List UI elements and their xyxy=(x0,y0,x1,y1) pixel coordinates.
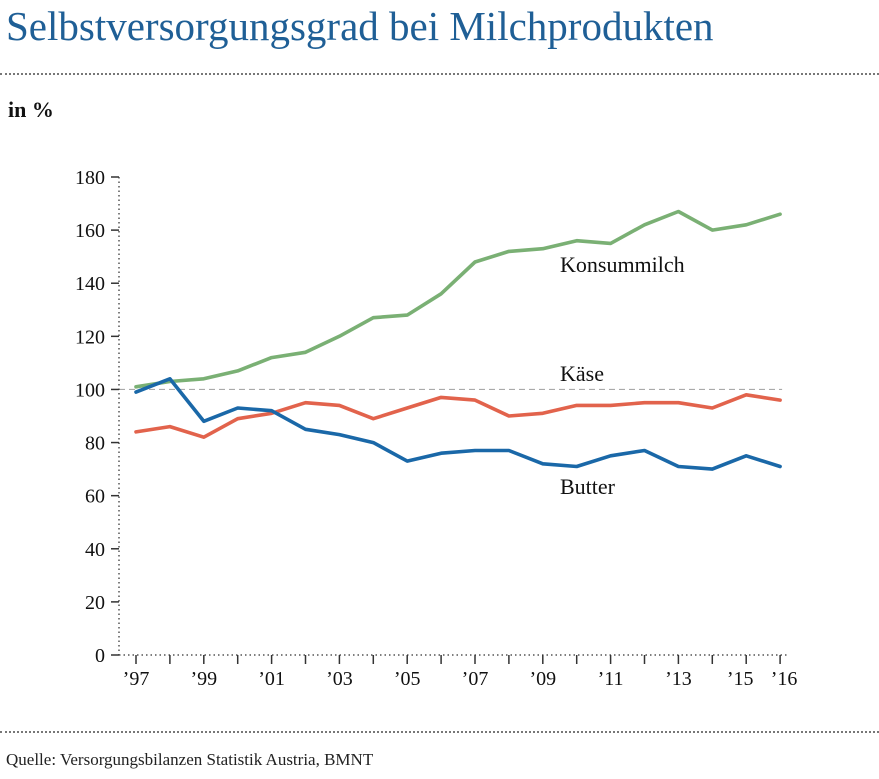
y-tick-label: 40 xyxy=(85,539,105,561)
x-tick-label: ’05 xyxy=(394,668,421,690)
x-tick-label: ’16 xyxy=(771,668,798,690)
series-label-kaese: Käse xyxy=(560,361,604,386)
y-tick-label: 180 xyxy=(75,167,105,189)
y-tick-label: 20 xyxy=(85,592,105,614)
x-tick-label: ’13 xyxy=(665,668,692,690)
series-label-butter: Butter xyxy=(560,474,616,499)
series-line-konsummilch xyxy=(134,209,782,389)
series-line-kaese xyxy=(134,392,782,440)
bottom-divider xyxy=(0,731,879,733)
axis-layer: 0 20 40 60 80 100 120 140 160 180 ’97 ’99 ’01 ’03 ’05 ’… xyxy=(75,167,797,690)
x-tick-label: ’99 xyxy=(190,668,217,690)
x-tick-label: ’11 xyxy=(598,668,624,690)
y-tick-label: 100 xyxy=(75,379,105,401)
y-tick-label: 60 xyxy=(85,486,105,508)
x-tick-label: ’03 xyxy=(326,668,353,690)
y-tick-label: 120 xyxy=(75,326,105,348)
y-tick-label: 80 xyxy=(85,433,105,455)
x-tick-label: ’97 xyxy=(123,668,150,690)
series-label-konsummilch: Konsummilch xyxy=(560,252,685,277)
y-tick-label: 0 xyxy=(95,645,105,667)
series-line-butter xyxy=(134,376,782,471)
series-layer xyxy=(134,209,782,471)
unit-label: in % xyxy=(8,97,54,122)
top-divider xyxy=(0,73,879,75)
label-layer: Konsummilch Käse Butter xyxy=(560,252,685,499)
x-tick-label: ’07 xyxy=(462,668,489,690)
source-note: Quelle: Versorgungsbilanzen Statistik Au… xyxy=(6,750,374,769)
x-tick-label: ’09 xyxy=(529,668,556,690)
x-tick-label: ’01 xyxy=(258,668,285,690)
y-tick-label: 140 xyxy=(75,273,105,295)
x-tick-label: ’15 xyxy=(727,668,754,690)
y-tick-label: 160 xyxy=(75,220,105,242)
chart-title: Selbstversorgungsgrad bei Milchprodukten xyxy=(6,3,714,49)
